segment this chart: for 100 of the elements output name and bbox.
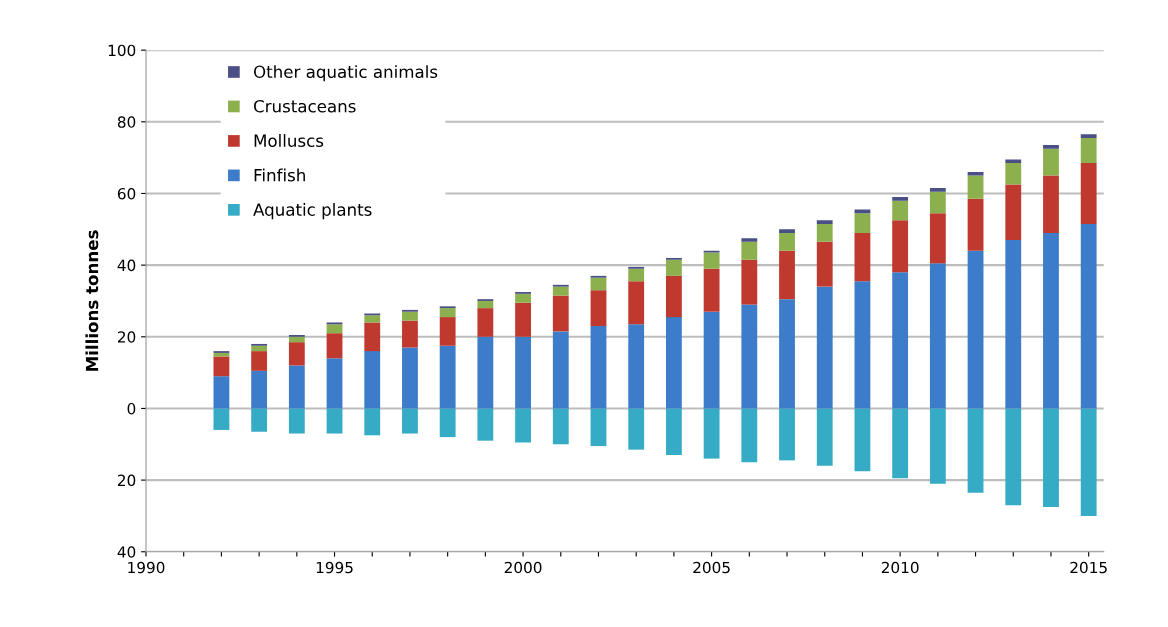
- bar: [741, 259, 758, 305]
- bar: [1005, 240, 1022, 409]
- bar: [929, 213, 946, 264]
- bar: [703, 311, 720, 409]
- bar: [1005, 159, 1022, 164]
- bar: [854, 213, 871, 233]
- bar: [816, 223, 833, 242]
- bar: [779, 408, 795, 461]
- bar: [779, 229, 795, 233]
- bar: [628, 268, 645, 282]
- bar: [741, 241, 758, 260]
- bar: [477, 408, 494, 441]
- bar: [326, 358, 343, 409]
- bar: [364, 408, 381, 436]
- bar: [515, 408, 531, 443]
- bar: [1080, 134, 1097, 138]
- bar: [665, 275, 682, 318]
- bar: [1043, 145, 1059, 149]
- x-tick-label: 2005: [693, 561, 730, 574]
- y-tick-label: 80: [117, 116, 136, 128]
- y-tick-label: 100: [108, 44, 136, 57]
- bar: [515, 302, 531, 337]
- bar: [665, 317, 682, 409]
- bar: [665, 408, 682, 456]
- bar: [929, 191, 946, 214]
- bar: [892, 408, 909, 479]
- bar: [703, 252, 720, 269]
- bar: [1005, 408, 1022, 506]
- bar: [213, 408, 230, 430]
- bar: [929, 188, 946, 192]
- bar: [402, 347, 418, 409]
- bar: [892, 200, 909, 221]
- bar: [741, 304, 758, 409]
- bar: [816, 286, 833, 409]
- bar: [967, 175, 984, 199]
- bar: [251, 345, 268, 352]
- bar: [1043, 148, 1059, 176]
- x-tick-label: 2015: [1070, 561, 1107, 574]
- bar: [854, 281, 871, 409]
- bar: [439, 308, 456, 318]
- legend-label: Aquatic plants: [253, 203, 372, 220]
- bar: [288, 342, 305, 366]
- bar: [1005, 163, 1022, 185]
- x-tick-label: 2000: [504, 561, 542, 574]
- bar: [402, 320, 418, 348]
- bar: [1005, 184, 1022, 241]
- bar: [590, 326, 607, 409]
- bar: [477, 336, 494, 409]
- bar: [741, 238, 758, 242]
- bar: [628, 324, 645, 409]
- bar: [967, 198, 984, 251]
- bar: [892, 272, 909, 409]
- bar: [703, 408, 720, 459]
- bar: [552, 408, 569, 445]
- y-axis-title: Millions tonnes: [85, 230, 99, 371]
- bar: [1043, 175, 1059, 233]
- bar: [477, 300, 494, 309]
- bar: [967, 171, 984, 176]
- bar: [439, 317, 456, 346]
- bar: [288, 408, 305, 434]
- bar: [1080, 163, 1097, 224]
- bar: [967, 408, 984, 493]
- bar: [779, 299, 795, 409]
- bar: [402, 311, 418, 321]
- bar: [251, 351, 268, 371]
- x-tick-label: 1995: [316, 561, 353, 574]
- y-tick-label: 40: [117, 546, 136, 558]
- bar: [515, 336, 531, 409]
- bar: [251, 370, 268, 409]
- bar: [213, 356, 230, 377]
- bar: [929, 263, 946, 409]
- bar: [288, 365, 305, 409]
- bar: [552, 286, 569, 296]
- bar: [213, 376, 230, 409]
- y-tick-label: 60: [117, 187, 136, 200]
- bar: [552, 331, 569, 409]
- bar: [854, 408, 871, 472]
- bar: [1080, 223, 1097, 409]
- bar: [515, 293, 531, 303]
- bar: [816, 408, 833, 466]
- bar: [364, 351, 381, 409]
- bar: [552, 295, 569, 332]
- y-tick-label: 20: [117, 474, 136, 487]
- legend-label: Molluscs: [254, 134, 324, 147]
- bar: [251, 408, 268, 432]
- bar: [628, 281, 645, 325]
- bar: [816, 220, 833, 224]
- bar: [816, 241, 833, 287]
- y-tick-label: 20: [117, 331, 136, 343]
- bar: [364, 322, 381, 352]
- y-tick-label: 0: [127, 402, 136, 415]
- bar: [439, 345, 456, 409]
- legend-label: Crustaceans: [253, 99, 356, 113]
- bar: [477, 308, 494, 337]
- bar: [288, 336, 305, 343]
- bar: [929, 408, 946, 484]
- bar: [1043, 408, 1059, 507]
- legend-label: Finfish: [254, 168, 305, 182]
- bar: [628, 408, 645, 450]
- bar: [326, 408, 343, 434]
